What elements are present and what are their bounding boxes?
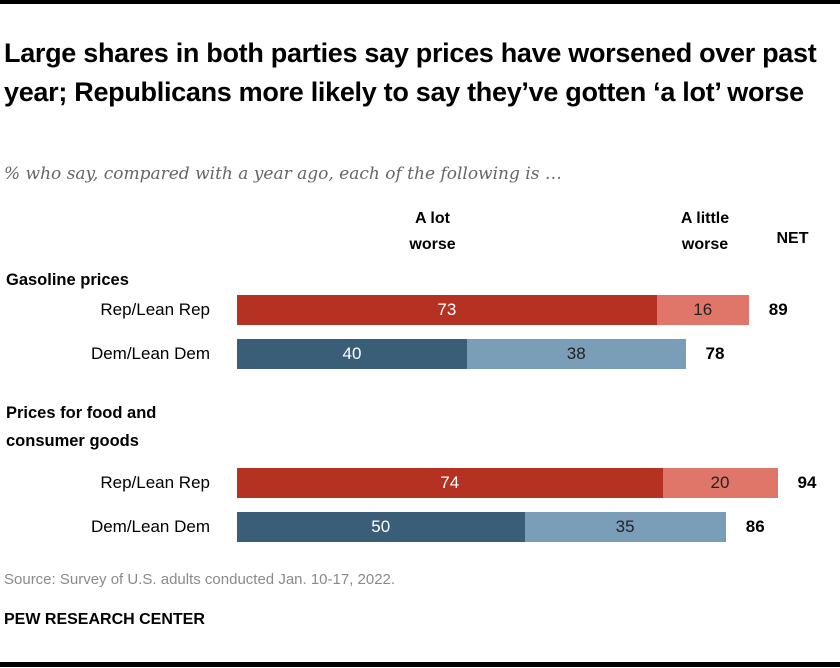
top-rule (0, 0, 840, 4)
column-header-a-little: A little worse (680, 210, 730, 253)
net-value: 89 (768, 300, 788, 319)
bar-a-lot-worse: 73 (237, 295, 657, 325)
row-label: Dem/Lean Dem (90, 344, 210, 363)
bar-a-lot-worse: 74 (237, 468, 663, 498)
chart-subtitle: % who say, compared with a year ago, eac… (4, 164, 562, 184)
net-value: 86 (745, 517, 765, 536)
bar-a-little-worse: 38 (467, 339, 686, 369)
column-header-a-lot: A lot worse (409, 210, 456, 253)
section-label: Gasoline prices (6, 271, 129, 289)
bottom-rule (0, 662, 840, 667)
row-label: Rep/Lean Rep (100, 300, 210, 319)
column-header-net: NET (776, 230, 809, 247)
bar-a-lot-worse: 50 (237, 512, 525, 542)
section-label: Prices for food and consumer goods (6, 404, 157, 450)
net-value: 78 (705, 344, 725, 363)
brand-label: PEW RESEARCH CENTER (4, 611, 205, 628)
row-label: Rep/Lean Rep (100, 473, 210, 492)
net-value: 94 (797, 473, 817, 492)
bar-a-lot-worse: 40 (237, 339, 467, 369)
bar-a-little-worse: 35 (524, 512, 726, 542)
row-label: Dem/Lean Dem (90, 517, 210, 536)
bar-a-little-worse: 20 (662, 468, 778, 498)
source-note: Source: Survey of U.S. adults conducted … (4, 571, 396, 588)
bar-a-little-worse: 16 (656, 295, 749, 325)
chart-title: Large shares in both parties say prices … (4, 38, 817, 107)
